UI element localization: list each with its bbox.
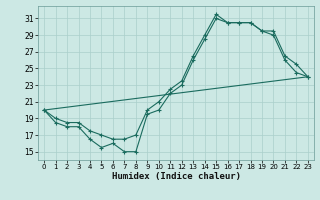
X-axis label: Humidex (Indice chaleur): Humidex (Indice chaleur) — [111, 172, 241, 181]
